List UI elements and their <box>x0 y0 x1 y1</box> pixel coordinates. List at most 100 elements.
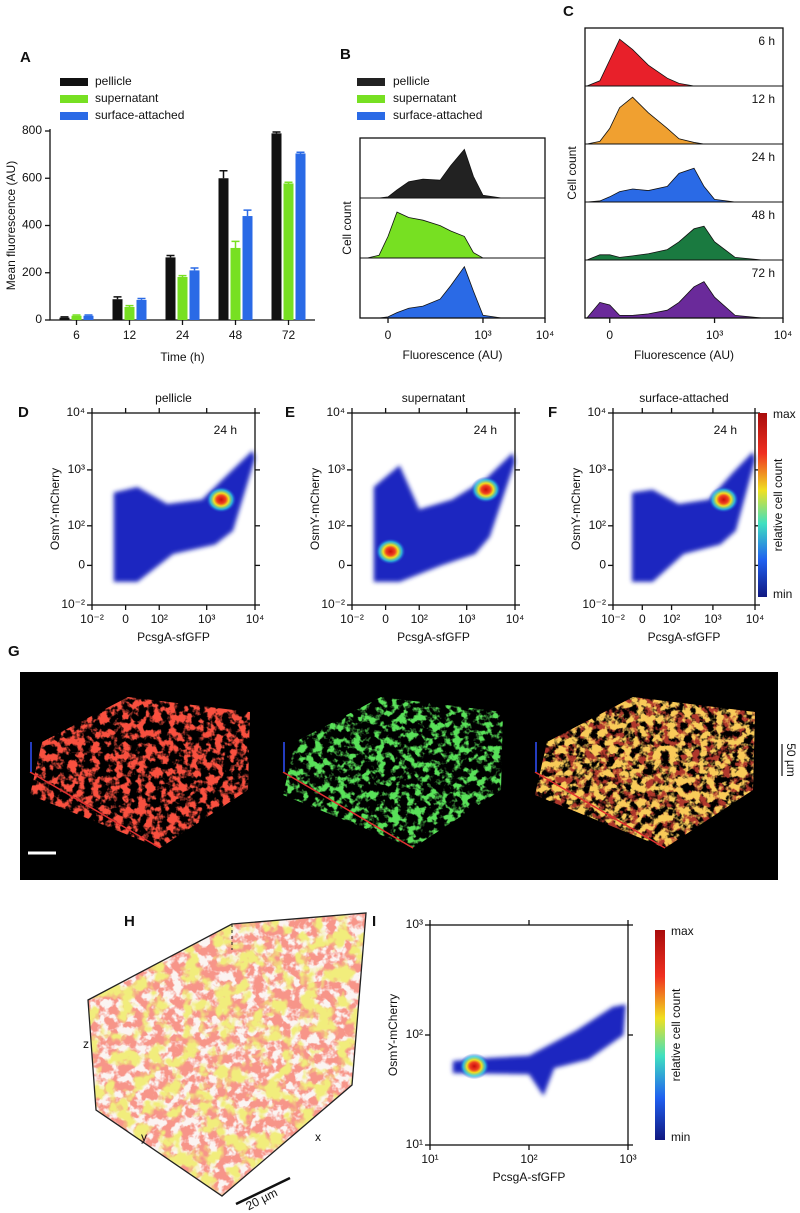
x-axis-label: Time (h) <box>160 350 204 364</box>
histogram-area <box>586 38 783 87</box>
colorbar-max: max <box>671 924 694 938</box>
y-tick-label: 10⁻² <box>582 597 606 611</box>
panel-letter: C <box>563 3 574 20</box>
error-bar <box>137 297 146 300</box>
histogram-area <box>367 211 545 259</box>
error-bar <box>113 296 122 300</box>
panel-letter: F <box>548 404 557 421</box>
series-label: 6 h <box>758 34 775 48</box>
colorbar-label: relative cell count <box>771 458 785 551</box>
panel-letter: E <box>285 404 295 421</box>
y-tick-label: 10² <box>328 518 345 532</box>
panel-h: H z y x 20 µm <box>83 912 367 1213</box>
y-tick-label: 0 <box>35 312 42 326</box>
y-tick-label: 10⁴ <box>326 405 345 419</box>
density-peak <box>206 486 237 513</box>
legend-label: surface-attached <box>95 108 184 122</box>
legend-swatch <box>60 78 88 86</box>
histogram-area <box>586 281 783 319</box>
speckle <box>88 913 366 1196</box>
scale-bar-label: 20 µm <box>243 1185 279 1213</box>
error-bar <box>72 314 81 316</box>
x-tick-label: 10² <box>520 1152 537 1166</box>
axis-line <box>282 771 414 849</box>
y-tick-label: 10⁻² <box>61 597 85 611</box>
x-tick-label: 10³ <box>706 328 723 342</box>
panel-letter: I <box>372 913 376 930</box>
bar <box>112 299 123 320</box>
x-tick-label: 10⁴ <box>746 612 765 626</box>
x-axis-label: PcsgA-sfGFP <box>648 630 721 644</box>
y-axis-label: Cell count <box>565 146 579 200</box>
x-tick-label: 72 <box>282 328 296 342</box>
plot-frame <box>351 412 516 606</box>
colorbar-min: min <box>671 1130 690 1144</box>
annotation: 24 h <box>474 423 497 437</box>
series-label: 24 h <box>752 150 775 164</box>
x-axis-label: Fluorescence (AU) <box>634 348 734 362</box>
y-tick-label: 10³ <box>406 917 423 931</box>
y-tick-label: 800 <box>22 123 42 137</box>
y-tick-label: 0 <box>78 558 85 572</box>
colorbar <box>655 930 665 1140</box>
error-bar <box>296 151 305 154</box>
error-bar <box>60 316 69 318</box>
y-tick-label: 0 <box>599 558 606 572</box>
x-tick-label: 10³ <box>198 612 215 626</box>
scale-bar <box>235 1176 291 1206</box>
legend-label: supernatant <box>95 91 159 105</box>
bar <box>283 183 294 320</box>
legend-swatch <box>60 95 88 103</box>
bar <box>136 299 147 320</box>
x-tick-label: 10⁴ <box>246 612 265 626</box>
x-tick-label: 10⁴ <box>774 328 793 342</box>
x-tick-label: 48 <box>229 328 243 342</box>
bar <box>177 277 188 320</box>
chart-title: supernatant <box>402 391 466 405</box>
error-bar <box>243 209 252 217</box>
y-axis-label: OsmY-mCherry <box>48 468 62 550</box>
panel-letter: B <box>340 46 351 63</box>
error-bar <box>231 240 240 248</box>
density-peak <box>375 538 406 565</box>
error-bar <box>284 181 293 184</box>
y-tick-label: 10³ <box>328 462 345 476</box>
x-tick-label: 10⁴ <box>506 612 525 626</box>
plot-frame <box>359 137 546 319</box>
y-tick-label: 10³ <box>589 462 606 476</box>
y-tick-label: 10¹ <box>406 1137 423 1151</box>
error-bar <box>84 314 93 316</box>
x-tick-label: 10² <box>411 612 428 626</box>
y-tick-label: 10² <box>406 1027 423 1041</box>
error-bar <box>219 169 228 179</box>
density-peak <box>459 1053 490 1080</box>
y-tick-label: 0 <box>338 558 345 572</box>
x-tick-label: 10³ <box>619 1152 636 1166</box>
histogram-area <box>586 167 783 203</box>
bar <box>218 178 229 320</box>
x-tick-label: 10³ <box>474 328 491 342</box>
x-tick-label: 10² <box>663 612 680 626</box>
plot-frame <box>584 27 784 319</box>
colorbar-min: min <box>773 587 792 601</box>
colorbar-max: max <box>773 407 796 421</box>
x-tick-label: 0 <box>385 328 392 342</box>
bar <box>59 317 70 320</box>
x-tick-label: 10⁻² <box>340 612 364 626</box>
series-label: 12 h <box>752 92 775 106</box>
y-axis-label: Mean fluorescence (AU) <box>4 161 18 290</box>
x-axis-label: PcsgA-sfGFP <box>493 1170 566 1184</box>
bar <box>83 315 94 320</box>
bar <box>242 216 253 320</box>
plot-frame <box>612 412 756 606</box>
panel-letter: D <box>18 404 29 421</box>
density-peak <box>470 476 501 503</box>
axis-label: y <box>141 1130 147 1144</box>
y-tick-label: 200 <box>22 265 42 279</box>
x-tick-label: 6 <box>73 328 80 342</box>
x-axis-label: PcsgA-sfGFP <box>137 630 210 644</box>
annotation: 24 h <box>714 423 737 437</box>
scale-bar-label: 50 µm <box>784 743 798 777</box>
density-cloud <box>631 451 755 582</box>
density-cloud <box>113 450 255 582</box>
